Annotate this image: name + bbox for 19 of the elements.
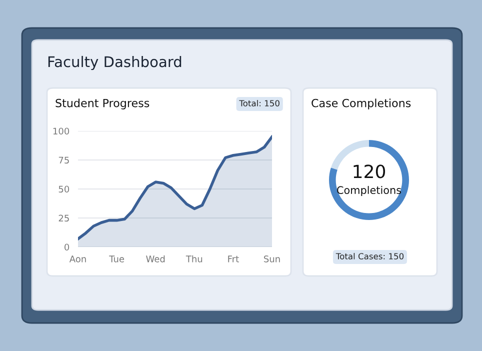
x-tick-label: Aon (69, 256, 86, 262)
text: Completions (337, 186, 402, 196)
chart-title: Student Progress (56, 98, 150, 110)
text: 120 (354, 164, 386, 178)
x-tick-label: Sun (264, 255, 280, 262)
y-tick-label: 25 (58, 214, 69, 222)
x-tick-label: Tue (109, 256, 124, 262)
x-tick-label: Thu (186, 255, 202, 262)
chart-title: Case Completions (312, 98, 411, 110)
text: Total Cases: 150 (336, 252, 404, 260)
text: Total: 150 (239, 100, 280, 106)
x-tick-label: Frt (228, 256, 239, 262)
text: Faculty Dashboard (48, 56, 182, 70)
x-tick-label: Wed (146, 255, 165, 262)
y-tick-label: 0 (64, 244, 70, 251)
y-tick-label: 75 (58, 156, 69, 164)
y-tick-label: 50 (58, 186, 70, 193)
donut-slice (329, 140, 409, 220)
y-tick-label: 100 (53, 128, 70, 135)
